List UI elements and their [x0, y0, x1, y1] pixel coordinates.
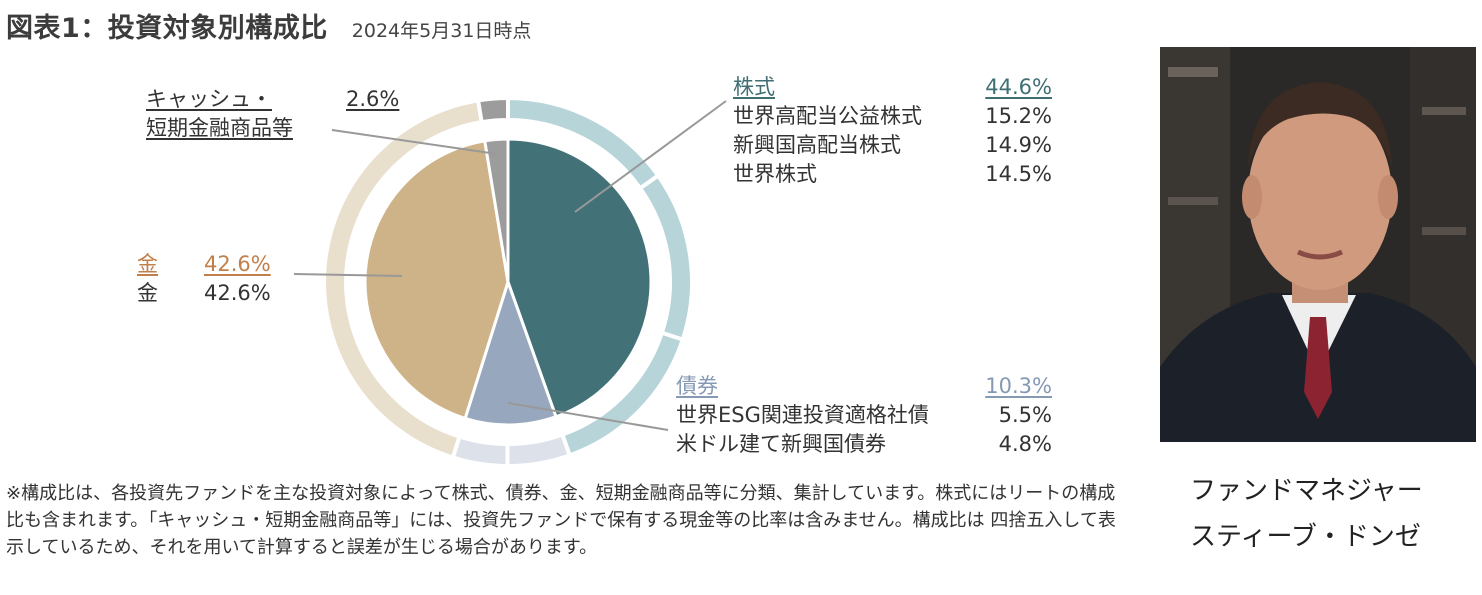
- stock-item-1-value: 15.2%: [985, 104, 1052, 128]
- bond-item-2-value: 4.8%: [998, 432, 1052, 456]
- stock-item-3-name: 世界株式: [733, 162, 817, 186]
- stock-item-2-name: 新興国高配当株式: [733, 133, 901, 157]
- fund-manager-caption: ファンドマネジャー スティーブ・ドンゼ: [1190, 468, 1423, 560]
- gold-item-value: 42.6%: [204, 281, 271, 305]
- leader-lines: [293, 100, 727, 431]
- stock-item-2-value: 14.9%: [985, 133, 1052, 157]
- bond-category-label: 債券: [676, 374, 718, 398]
- cash-value: 2.6%: [346, 87, 400, 111]
- title-row: 図表1：投資対象別構成比 2024年5月31日時点: [6, 6, 531, 46]
- allocation-donut-chart: [293, 95, 727, 469]
- cash-label-line1: キャッシュ・: [146, 87, 272, 111]
- stock-item-3-value: 14.5%: [985, 162, 1052, 186]
- leader-stock: [574, 100, 727, 213]
- cash-label-line2: 短期金融商品等: [146, 116, 293, 140]
- cash-label: キャッシュ・ 短期金融商品等: [146, 85, 293, 143]
- inner-slice-cash: [483, 137, 510, 283]
- leader-gold: [293, 273, 403, 277]
- outer-slice-4: [505, 432, 573, 468]
- gold-category-value: 42.6%: [204, 252, 271, 276]
- inner-pie: [363, 137, 653, 427]
- footnote: ※構成比は、各投資先ファンドを主な投資対象によって株式、債券、金、短期金融商品等…: [6, 483, 1116, 558]
- outer-slice-7: [475, 95, 510, 125]
- fund-manager-photo: [1160, 47, 1476, 442]
- inner-slice-bond: [463, 277, 558, 427]
- caption-name: スティーブ・ドンゼ: [1190, 522, 1421, 552]
- bond-item-1-value: 5.5%: [998, 403, 1052, 427]
- leader-bond: [507, 402, 669, 431]
- bond-category-value: 10.3%: [985, 374, 1052, 398]
- stock-category-value: 44.6%: [985, 75, 1052, 99]
- as-of-date: 2024年5月31日時点: [351, 20, 532, 42]
- outer-slice-5: [450, 434, 510, 469]
- chart-title: 図表1：投資対象別構成比: [6, 13, 328, 44]
- stock-item-1-name: 世界高配当公益株式: [733, 104, 922, 128]
- gold-category-label: 金: [137, 252, 158, 276]
- caption-role: ファンドマネジャー: [1190, 476, 1423, 506]
- outer-ring: [322, 95, 694, 469]
- gold-item-name: 金: [137, 281, 158, 305]
- inner-slice-gold: [363, 139, 510, 421]
- inner-slice-stock: [506, 137, 653, 419]
- leader-cash: [331, 129, 498, 155]
- bond-item-1-name: 世界ESG関連投資適格社債: [676, 403, 929, 427]
- stock-category-label: 株式: [733, 75, 775, 99]
- bond-item-2-name: 米ドル建て新興国債券: [676, 432, 886, 456]
